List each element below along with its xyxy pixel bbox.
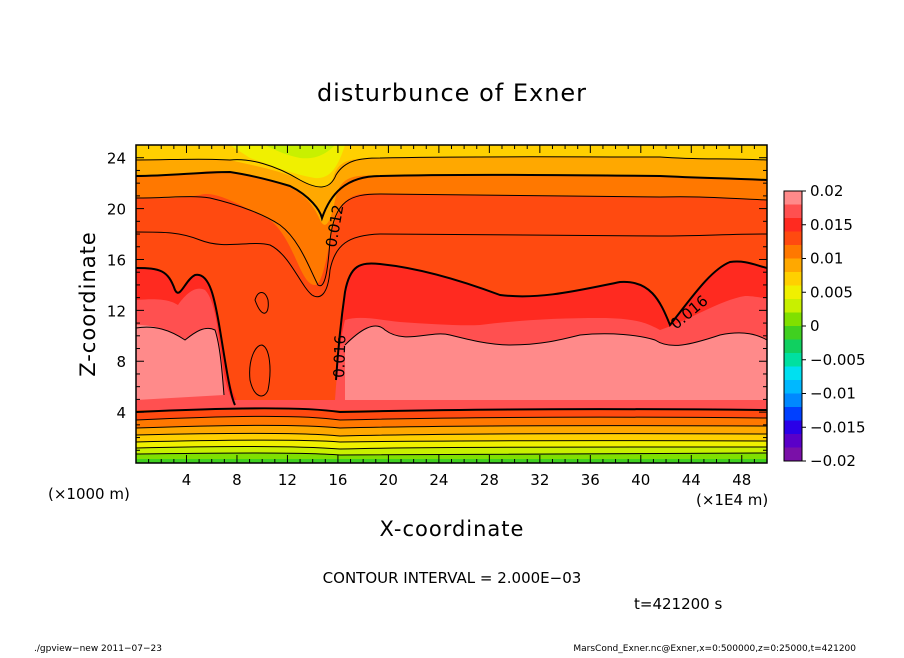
plot-area: 0.012 0.016 0.016 [136, 145, 767, 463]
colorbar-label: 0.01 [810, 250, 843, 268]
colorbar-swatch [784, 191, 802, 205]
colorbar-swatch [784, 272, 802, 286]
footer-right: MarsCond_Exner.nc@Exner,x=0:500000,z=0:2… [573, 644, 856, 654]
colorbar-swatch [784, 447, 802, 461]
y-tick-labels: 4 8 12 16 20 24 [107, 150, 126, 422]
y-tick-label: 20 [107, 201, 126, 219]
colorbar-swatch [784, 245, 802, 259]
contour-lines [136, 156, 767, 456]
x-tick-label: 28 [480, 471, 499, 489]
colorbar-swatch [784, 393, 802, 407]
colorbar-label: 0 [810, 317, 820, 335]
colorbar-swatch [784, 204, 802, 218]
colorbar-label: −0.02 [810, 452, 856, 470]
colorbar-swatch [784, 326, 802, 340]
y-tick-marks [136, 157, 767, 451]
colorbar-swatch [784, 380, 802, 394]
colorbar-label: 0.005 [810, 283, 853, 301]
y-tick-label: 12 [107, 302, 126, 320]
y-axis-unit: (×1000 m) [48, 485, 130, 503]
colorbar-swatch [784, 299, 802, 313]
x-tick-label: 36 [581, 471, 600, 489]
x-tick-label: 16 [328, 471, 347, 489]
chart-title: disturbunce of Exner [317, 79, 587, 107]
x-tick-label: 44 [682, 471, 701, 489]
x-tick-marks [148, 145, 755, 463]
time-stamp: t=421200 s [634, 595, 722, 613]
colorbar-swatch [784, 366, 802, 380]
colorbar-swatch [784, 339, 802, 353]
colorbar-labels: 0.02 0.015 0.01 0.005 0 −0.005 −0.01 −0.015 −0.0… [810, 182, 866, 470]
colorbar-label: −0.005 [810, 351, 866, 369]
colorbar-label: −0.01 [810, 385, 856, 403]
x-tick-label: 48 [732, 471, 751, 489]
x-tick-label: 20 [379, 471, 398, 489]
x-tick-label: 4 [182, 471, 192, 489]
colorbar-swatch [784, 420, 802, 434]
colorbar-swatch [784, 353, 802, 367]
core-band-3 [136, 325, 767, 400]
colorbar-swatch [784, 231, 802, 245]
x-axis-unit: (×1E4 m) [696, 491, 768, 509]
x-tick-label: 12 [278, 471, 297, 489]
upper-band-6 [650, 145, 720, 154]
colorbar-label: 0.02 [810, 182, 843, 200]
x-tick-label: 40 [631, 471, 650, 489]
y-tick-label: 16 [107, 251, 126, 269]
colorbar [783, 190, 806, 462]
y-axis-label: Z-coordinate [76, 231, 100, 377]
colorbar-label: −0.015 [810, 418, 866, 436]
y-tick-label: 24 [107, 150, 126, 168]
colorbar-swatch [784, 285, 802, 299]
x-axis-label: X-coordinate [380, 517, 525, 541]
footer-left: ./gpview−new 2011−07−23 [34, 644, 162, 654]
colorbar-swatch [784, 407, 802, 421]
contour-interval: CONTOUR INTERVAL = 2.000E−03 [323, 569, 582, 587]
colorbar-swatch [784, 258, 802, 272]
x-tick-labels: 4 8 12 16 20 24 28 32 36 40 44 48 [182, 471, 752, 489]
x-tick-label: 8 [232, 471, 242, 489]
y-tick-label: 8 [116, 353, 126, 371]
upper-band-5 [265, 145, 335, 159]
colorbar-label: 0.015 [810, 216, 853, 234]
contour-label-0016-a: 0.016 [330, 335, 349, 379]
colorbar-swatch [784, 434, 802, 448]
colorbar-swatch [784, 218, 802, 232]
x-tick-label: 24 [429, 471, 448, 489]
colorbar-swatch [784, 312, 802, 326]
x-tick-label: 32 [530, 471, 549, 489]
y-tick-label: 4 [116, 404, 126, 422]
